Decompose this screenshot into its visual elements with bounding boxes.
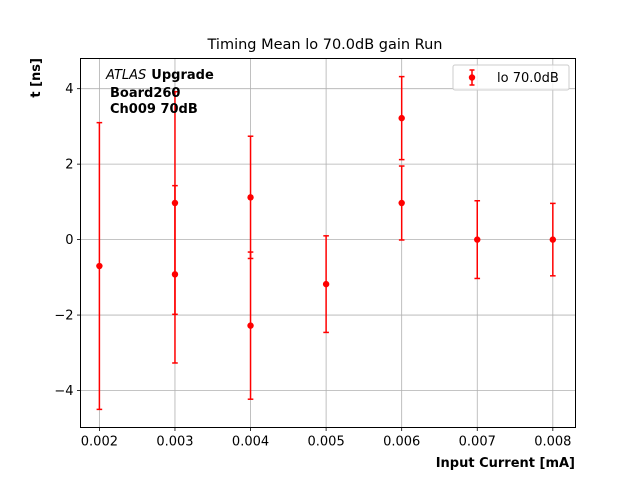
y-axis-label: t [ns] — [29, 58, 44, 98]
annotation-line-1: ATLAS Upgrade — [105, 68, 214, 83]
data-points — [96, 75, 557, 411]
data-point — [96, 262, 103, 270]
annotation-board: Board260 — [110, 86, 180, 101]
y-tick-label: −4 — [54, 384, 73, 399]
y-tick-label: 4 — [65, 82, 73, 97]
chart-title: Timing Mean lo 70.0dB gain Run — [207, 37, 443, 53]
legend-label: lo 70.0dB — [497, 71, 559, 86]
axis-ticks: 0.002 0.003 0.004 0.005 0.006 0.007 0.008 −4 −2 0… — [54, 82, 571, 449]
data-point — [322, 280, 330, 288]
atlas-annotation: ATLAS Upgrade Board260 Ch009 70dB — [105, 68, 214, 117]
legend-box — [452, 64, 570, 91]
annotation-atlas: ATLAS — [105, 68, 146, 83]
data-point — [549, 236, 557, 243]
data-point — [247, 322, 254, 329]
legend-marker — [468, 74, 476, 81]
plot-frame — [80, 58, 576, 428]
data-point — [398, 199, 405, 207]
annotation-upgrade: Upgrade — [151, 68, 214, 83]
x-tick-label: 0.007 — [459, 435, 496, 450]
x-axis-label: Input Current [mA] — [436, 456, 575, 471]
data-point — [247, 194, 254, 201]
x-tick-label: 0.004 — [232, 435, 269, 450]
y-tick-label: 2 — [65, 158, 73, 173]
y-tick-label: 0 — [65, 233, 73, 248]
x-tick-label: 0.008 — [534, 435, 571, 450]
legend: lo 70.0dB — [452, 64, 570, 91]
data-point — [398, 114, 405, 122]
annotation-channel: Ch009 70dB — [110, 102, 198, 117]
x-tick-label: 0.006 — [383, 435, 420, 450]
x-tick-label: 0.005 — [308, 435, 345, 450]
x-tick-label: 0.003 — [156, 435, 193, 450]
x-tick-label: 0.002 — [81, 435, 118, 450]
data-point — [171, 271, 179, 278]
data-point — [474, 236, 481, 243]
y-tick-label: −2 — [54, 309, 73, 324]
